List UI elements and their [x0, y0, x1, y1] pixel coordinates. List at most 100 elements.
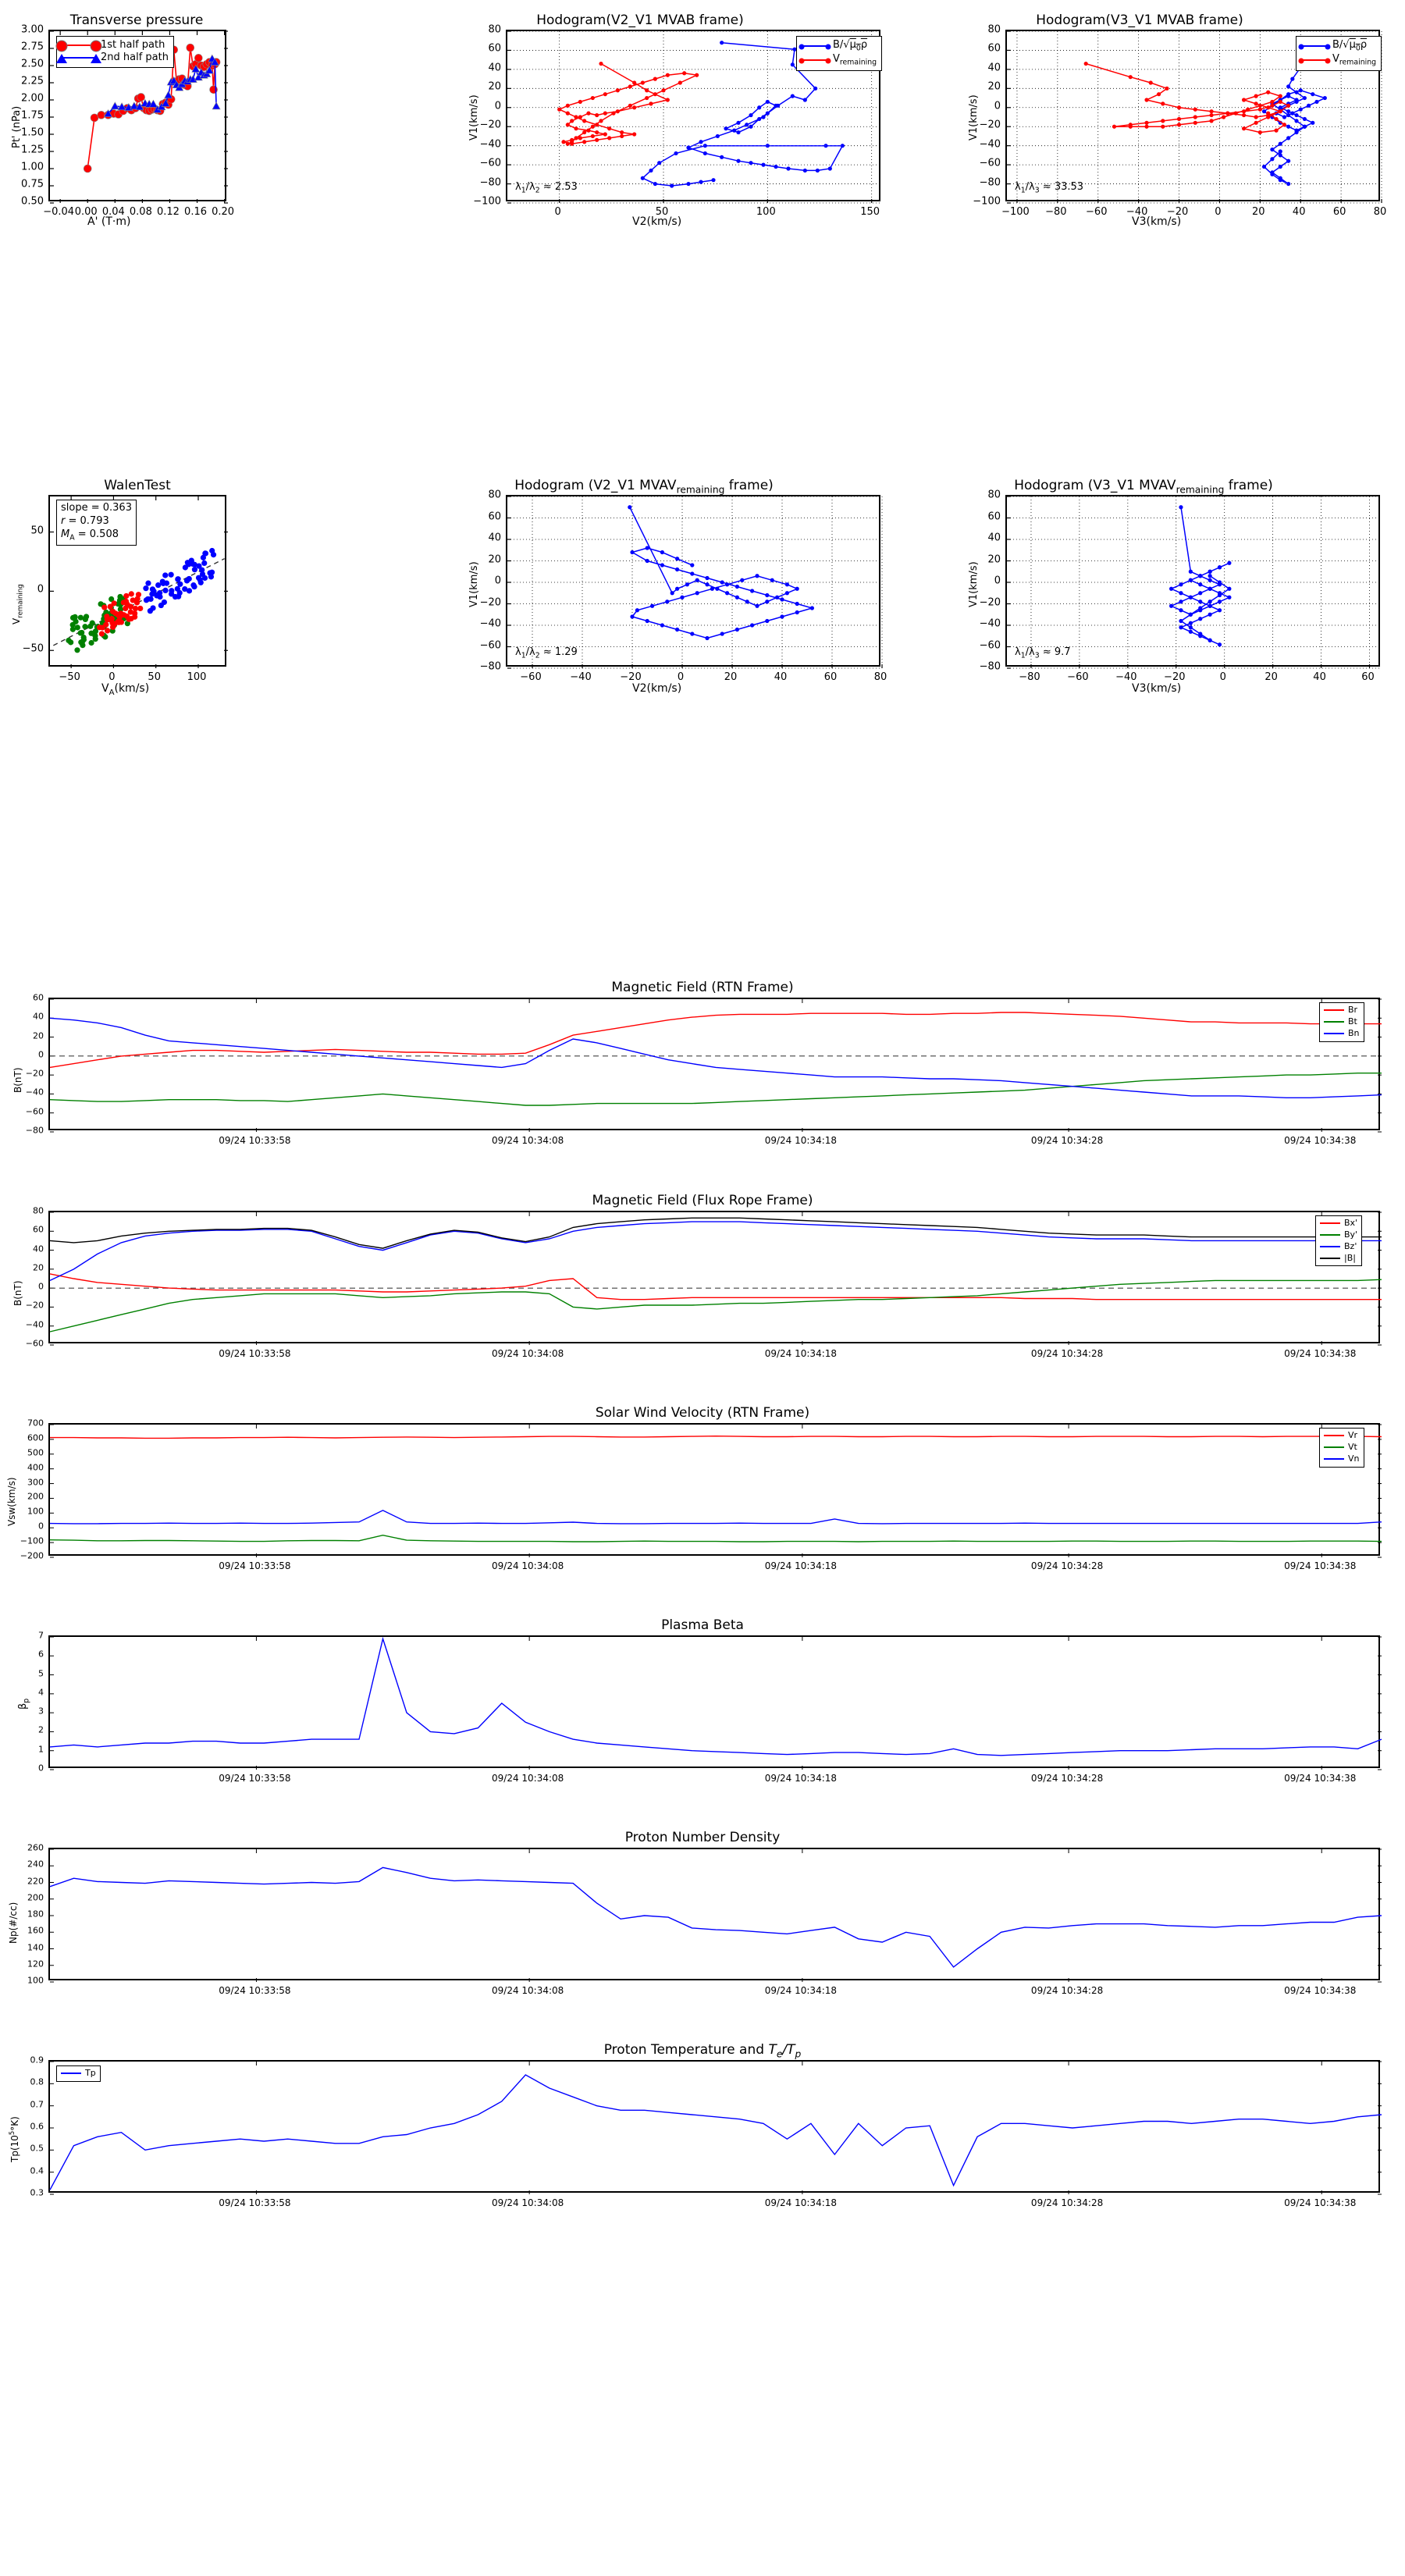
y-tick-label: −100	[973, 195, 1001, 208]
x-tick-label: 0	[1215, 206, 1222, 218]
panel-title: Hodogram (V2_V1 MVAVremaining frame)	[514, 478, 774, 496]
x-tick-label: 60	[823, 671, 838, 683]
y-tick-label: 2.75	[21, 41, 44, 53]
plot-area-proton-temperature[interactable]	[48, 2060, 1382, 2195]
y-tick-label: 80	[987, 23, 1001, 36]
x-tick-label: 0	[677, 671, 685, 683]
plot-area-hodogram-v3v1-mvav[interactable]	[1005, 495, 1382, 669]
time-tick-label: 09/24 10:34:18	[764, 1348, 838, 1359]
x-tick-label: 0.16	[184, 206, 208, 218]
y-tick-label: 0	[994, 100, 1001, 112]
y-tick-label: 2.50	[21, 58, 44, 70]
plot-area-proton-number-density[interactable]	[48, 1848, 1382, 1983]
y-tick-label: 140	[27, 1942, 44, 1952]
plot-area-hodogram-v2v1-mvav[interactable]	[506, 495, 883, 669]
legend-label: |B|	[1344, 1252, 1356, 1263]
y-tick-label: −40	[979, 138, 1001, 151]
plot-area-solar-wind-velocity[interactable]	[48, 1423, 1382, 1558]
y-tick-label: −80	[25, 1125, 44, 1136]
y-tick-label: 200	[27, 1491, 44, 1502]
y-tick-label: −80	[479, 660, 501, 673]
legend-label: Br	[1348, 1005, 1358, 1015]
time-tick-label: 09/24 10:34:28	[1030, 1985, 1104, 1996]
y-tick-label: 3	[38, 1706, 44, 1717]
x-tick-label: 40	[774, 671, 788, 683]
x-tick-label: −100	[1001, 206, 1030, 218]
plot-area-magnetic-field-rtn[interactable]	[48, 998, 1382, 1133]
triangle-marker-icon	[91, 54, 101, 64]
y-tick-label: 0	[38, 1049, 44, 1060]
legend-label: Bx'	[1344, 1218, 1358, 1228]
y-tick-label: 0.75	[21, 178, 44, 190]
x-tick-label: 100	[187, 671, 207, 683]
legend-label: Vr	[1348, 1430, 1358, 1440]
x-tick-label: 0.08	[129, 206, 152, 218]
legend-label: Vremaining	[1332, 53, 1377, 67]
legend-line-swatch	[55, 40, 102, 52]
x-tick-label: 0.00	[74, 206, 98, 218]
y-tick-label: 80	[488, 23, 501, 36]
time-tick-label: 09/24 10:34:08	[492, 1348, 564, 1359]
y-tick-label: 80	[987, 489, 1001, 501]
legend-label: Vremaining	[833, 53, 877, 67]
y-tick-label: 600	[27, 1432, 44, 1443]
plot-area-magnetic-field-flux-rope[interactable]	[48, 1211, 1382, 1346]
y-tick-label: 260	[27, 1842, 44, 1853]
walen-stats-box: slope = 0.363 r = 0.793 MA = 0.508	[56, 500, 137, 546]
legend-entry-row: Bx'	[1320, 1218, 1357, 1229]
y-tick-label: 0	[994, 575, 1001, 587]
legend-label: Vn	[1348, 1453, 1360, 1464]
plot-area-transverse-pressure[interactable]	[48, 30, 228, 204]
y-tick-label: 0.50	[21, 195, 44, 208]
y-tick-label: 500	[27, 1447, 44, 1458]
x-axis-label: V3(km/s)	[1132, 215, 1182, 228]
time-tick-label: 09/24 10:34:38	[1284, 1773, 1357, 1784]
legend-entry-row: 1st half path	[55, 39, 169, 52]
y-tick-label: 300	[27, 1477, 44, 1488]
legend-entry-row: Vremaining	[799, 53, 877, 67]
y-tick-label: 0	[37, 583, 44, 596]
x-tick-label: −40	[1115, 671, 1137, 683]
time-tick-label: 09/24 10:34:08	[492, 1560, 564, 1571]
time-tick-label: 09/24 10:33:58	[219, 1773, 291, 1784]
y-tick-label: 50	[30, 525, 44, 537]
y-tick-label: 180	[27, 1909, 44, 1920]
time-tick-label: 09/24 10:34:28	[1030, 1773, 1104, 1784]
legend-entry-row: 2nd half path	[56, 52, 169, 64]
y-tick-label: 0	[494, 100, 501, 112]
y-tick-label: −80	[979, 660, 1001, 673]
legend-hodogram-v3v1: B/√μ0ρ Vremaining	[1296, 36, 1382, 71]
plot-area-plasma-beta[interactable]	[48, 1635, 1382, 1770]
time-tick-label: 09/24 10:34:38	[1284, 2197, 1357, 2208]
y-tick-label: 160	[27, 1925, 44, 1936]
y-tick-label: 120	[27, 1959, 44, 1969]
time-tick-label: 09/24 10:34:08	[492, 1985, 564, 1996]
y-tick-label: −60	[979, 157, 1001, 169]
legend-label: 2nd half path	[101, 52, 169, 64]
x-tick-label: 80	[873, 671, 887, 683]
time-tick-label: 09/24 10:33:58	[219, 1560, 291, 1571]
y-tick-label: 2.25	[21, 75, 44, 87]
legend-entry-row: Br	[1324, 1005, 1360, 1016]
y-tick-label: 0	[494, 575, 501, 587]
y-tick-label: −40	[25, 1087, 44, 1098]
y-tick-label: −20	[979, 596, 1001, 608]
time-tick-label: 09/24 10:34:08	[492, 1773, 564, 1784]
time-tick-label: 09/24 10:34:38	[1284, 1348, 1357, 1359]
y-tick-label: −60	[479, 639, 501, 651]
y-tick-label: 0.4	[30, 2165, 44, 2176]
legend-label: Bz'	[1344, 1240, 1357, 1251]
time-tick-label: 09/24 10:34:18	[764, 2197, 838, 2208]
annotation-lambda-ratio: λ1/λ2 ≈ 1.29	[515, 646, 578, 660]
y-tick-label: 20	[488, 553, 501, 565]
x-tick-label: −80	[1019, 671, 1040, 683]
time-tick-label: 09/24 10:34:28	[1030, 1348, 1104, 1359]
y-tick-label: 1	[38, 1744, 44, 1755]
y-tick-label: −200	[20, 1550, 44, 1561]
legend-line-swatch	[1320, 1234, 1340, 1236]
y-tick-label: 1.25	[21, 144, 44, 156]
y-tick-label: 0	[38, 1521, 44, 1532]
x-tick-label: −20	[620, 671, 642, 683]
plot-area-walen-test[interactable]	[48, 495, 228, 668]
time-tick-label: 09/24 10:34:08	[492, 1135, 564, 1146]
